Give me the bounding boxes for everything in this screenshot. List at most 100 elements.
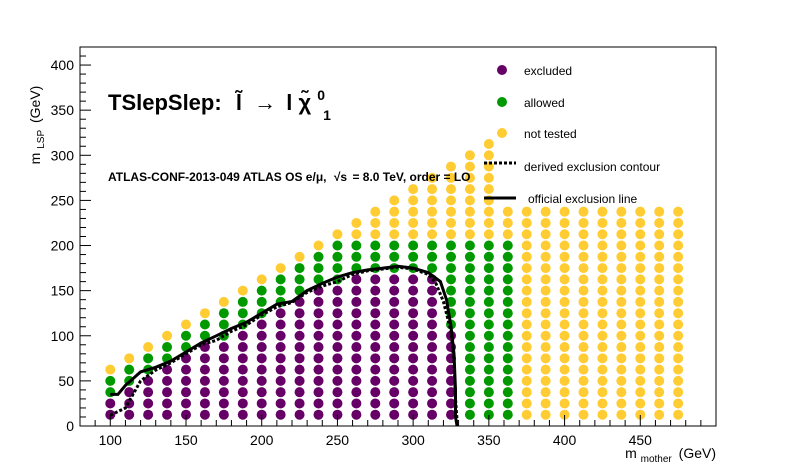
grid-point-not-tested xyxy=(237,285,248,296)
grid-point-not-tested xyxy=(578,229,589,240)
grid-point-not-tested xyxy=(673,206,684,217)
grid-point-not-tested xyxy=(673,217,684,228)
grid-point-allowed xyxy=(502,375,513,386)
grid-point-not-tested xyxy=(389,206,400,217)
grid-point-allowed xyxy=(446,263,456,274)
grid-point-not-tested xyxy=(427,195,438,206)
grid-point-not-tested xyxy=(654,375,665,386)
grid-point-not-tested xyxy=(540,398,551,409)
grid-point-not-tested xyxy=(635,398,646,409)
grid-point-not-tested xyxy=(616,387,627,398)
grid-point-excluded xyxy=(181,387,191,398)
grid-point-excluded xyxy=(105,398,116,409)
grid-point-not-tested xyxy=(427,172,438,183)
grid-point-allowed xyxy=(351,251,362,262)
grid-point-excluded xyxy=(313,364,324,375)
grid-point-not-tested xyxy=(105,364,116,375)
grid-point-excluded xyxy=(370,308,381,319)
grid-point-not-tested xyxy=(597,353,608,364)
grid-point-excluded xyxy=(370,330,381,341)
lines-layer xyxy=(109,264,459,427)
grid-point-not-tested xyxy=(673,319,684,330)
grid-point-not-tested xyxy=(597,206,608,217)
grid-point-excluded xyxy=(218,398,229,409)
ticks-layer: 100 150 200 250 300 350 400 450 0 50 100 150 200 250 3… xyxy=(51,46,717,448)
grid-point-not-tested xyxy=(635,319,646,330)
y-tick-label: 0 xyxy=(66,418,74,434)
grid-point-excluded xyxy=(370,398,381,409)
grid-point-excluded xyxy=(408,285,419,296)
grid-point-not-tested xyxy=(521,251,532,262)
x-axis-title: m mother (GeV) xyxy=(625,445,716,465)
grid-point-not-tested xyxy=(521,217,532,228)
x-tick-label: 150 xyxy=(174,432,198,448)
grid-point-excluded xyxy=(389,375,400,386)
grid-point-excluded xyxy=(370,375,381,386)
grid-point-excluded xyxy=(408,274,419,285)
grid-point-excluded xyxy=(294,342,305,353)
grid-point-excluded xyxy=(351,274,362,285)
grid-point-excluded xyxy=(275,353,286,364)
grid-point-not-tested xyxy=(654,409,665,420)
grid-point-excluded xyxy=(408,319,419,330)
grid-point-not-tested xyxy=(370,217,381,228)
grid-point-not-tested xyxy=(597,296,608,307)
grid-point-excluded xyxy=(237,409,248,420)
grid-point-allowed xyxy=(464,342,475,353)
grid-point-excluded xyxy=(370,353,381,364)
grid-point-excluded xyxy=(332,319,343,330)
grid-point-not-tested xyxy=(559,229,570,240)
grid-point-not-tested xyxy=(427,184,438,195)
grid-point-allowed xyxy=(427,263,438,274)
points-layer xyxy=(105,139,684,420)
grid-point-not-tested xyxy=(616,330,627,341)
grid-point-not-tested xyxy=(616,229,627,240)
grid-point-not-tested xyxy=(540,364,551,375)
grid-point-not-tested xyxy=(464,217,475,228)
grid-point-allowed xyxy=(446,240,456,251)
grid-point-not-tested xyxy=(578,364,589,375)
grid-point-not-tested xyxy=(540,308,551,319)
grid-point-excluded xyxy=(351,375,362,386)
grid-point-not-tested xyxy=(559,387,570,398)
grid-point-excluded xyxy=(389,285,400,296)
grid-point-not-tested xyxy=(673,398,684,409)
grid-point-not-tested xyxy=(351,217,362,228)
grid-point-excluded xyxy=(256,364,267,375)
grid-point-not-tested xyxy=(389,195,400,206)
grid-point-not-tested xyxy=(635,285,646,296)
grid-point-allowed xyxy=(502,319,513,330)
grid-point-not-tested xyxy=(616,375,627,386)
y-tick-label: 150 xyxy=(51,283,75,299)
subtitle-part2: = 8.0 TeV, order = LO xyxy=(352,170,470,184)
grid-point-excluded xyxy=(275,409,286,420)
grid-point-allowed xyxy=(483,240,494,251)
grid-point-not-tested xyxy=(616,353,627,364)
grid-point-excluded xyxy=(199,342,210,353)
grid-point-excluded xyxy=(199,398,210,409)
grid-point-excluded xyxy=(294,398,305,409)
grid-point-allowed xyxy=(483,342,494,353)
title-neutralino: χ̃ xyxy=(298,90,311,115)
grid-point-not-tested xyxy=(521,330,532,341)
grid-point-not-tested xyxy=(275,263,286,274)
grid-point-not-tested xyxy=(559,409,570,420)
grid-point-excluded xyxy=(408,364,419,375)
y-axis-title-sub: LSP xyxy=(36,130,47,149)
grid-point-excluded xyxy=(237,330,248,341)
grid-point-not-tested xyxy=(540,353,551,364)
title-lepton: l xyxy=(286,90,292,115)
grid-point-not-tested xyxy=(408,195,419,206)
grid-point-not-tested xyxy=(597,364,608,375)
grid-point-excluded xyxy=(332,353,343,364)
grid-point-allowed xyxy=(332,251,343,262)
grid-point-not-tested xyxy=(408,229,419,240)
grid-point-not-tested xyxy=(616,342,627,353)
grid-point-excluded xyxy=(389,364,400,375)
legend-not-tested-marker xyxy=(497,128,507,138)
grid-point-excluded xyxy=(256,387,267,398)
x-tick-label: 300 xyxy=(401,432,425,448)
chart-subtitle: ATLAS-CONF-2013-049 ATLAS OS e/μ, √s = 8… xyxy=(108,170,471,184)
derived-exclusion-contour xyxy=(109,265,459,422)
y-axis-title-unit: (GeV) xyxy=(27,86,43,123)
